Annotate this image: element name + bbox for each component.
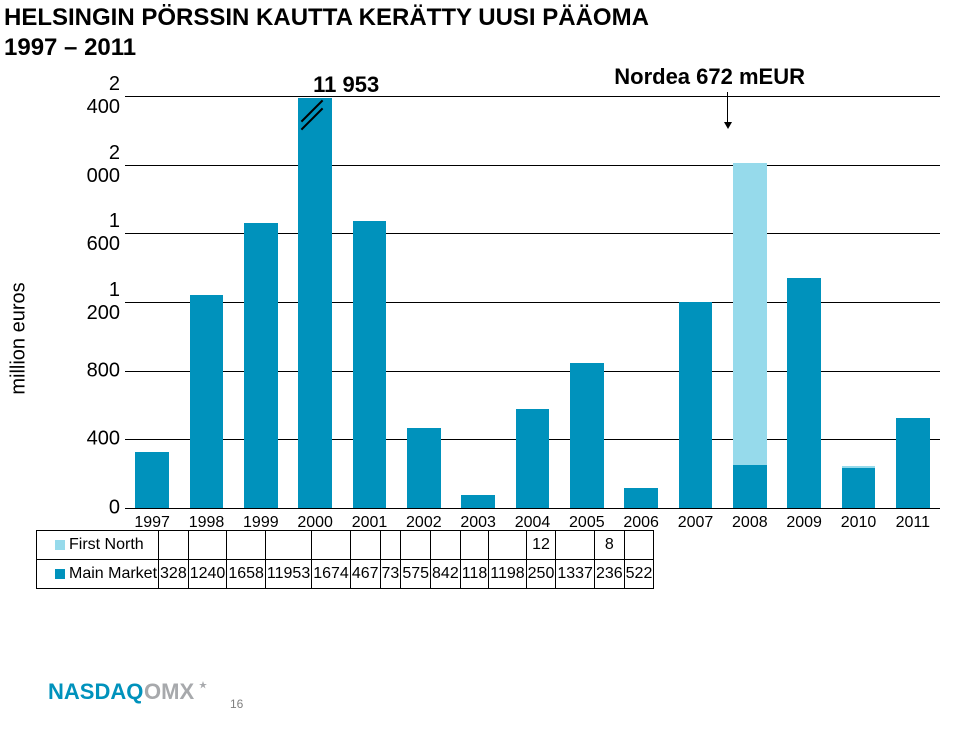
table-cell <box>188 531 227 560</box>
table-cell <box>624 531 654 560</box>
bar-main-market <box>135 452 169 508</box>
y-tick-label: 2 000 <box>70 142 120 188</box>
y-axis-label: million euros <box>8 278 31 398</box>
legend-swatch <box>55 540 65 550</box>
legend-label: First North <box>69 536 144 553</box>
y-tick-label: 2 400 <box>70 73 120 119</box>
table-row-header: First North <box>37 531 159 560</box>
bar-main-market <box>733 465 767 508</box>
table-cell: 1674 <box>312 560 351 589</box>
table-cell: 522 <box>624 560 654 589</box>
grid-line <box>125 508 940 509</box>
table-cell: 1198 <box>489 560 526 589</box>
table-cell <box>350 531 380 560</box>
table-cell <box>556 531 595 560</box>
x-tick-label: 2008 <box>732 514 768 532</box>
bar-main-market <box>516 409 550 508</box>
bar-chart: 04008001 2001 6002 0002 400 <box>70 96 940 508</box>
x-tick-label: 2007 <box>678 514 714 532</box>
y-tick-label: 0 <box>70 497 120 520</box>
bar-main-market <box>353 221 387 508</box>
table-cell: 73 <box>380 560 401 589</box>
bar-main-market <box>896 418 930 508</box>
y-tick-label: 400 <box>70 428 120 451</box>
table-cell: 1240 <box>188 560 227 589</box>
bar-main-market <box>570 363 604 508</box>
bar-first-north <box>842 466 876 468</box>
bar-main-market <box>298 98 332 508</box>
table-cell: 11953 <box>265 560 311 589</box>
table-cell <box>460 531 489 560</box>
bar-main-market <box>244 223 278 508</box>
table-cell <box>159 531 189 560</box>
page-title-line1: HELSINGIN PÖRSSIN KAUTTA KERÄTTY UUSI PÄ… <box>4 4 649 33</box>
table-cell: 842 <box>431 560 461 589</box>
table-row-main-market: Main Market32812401658119531674467735758… <box>37 560 654 589</box>
bar-first-north <box>733 163 767 465</box>
grid-line <box>125 165 940 166</box>
x-tick-label: 2010 <box>841 514 877 532</box>
table-cell: 8 <box>594 531 624 560</box>
table-cell: 118 <box>460 560 489 589</box>
table-row-first-north: First North 12 8 <box>37 531 654 560</box>
table-cell <box>489 531 526 560</box>
table-row-header: Main Market <box>37 560 159 589</box>
legend-label: Main Market <box>69 565 157 582</box>
bar-main-market <box>842 468 876 509</box>
legend-swatch <box>55 569 65 579</box>
table-cell <box>312 531 351 560</box>
svg-text:OMX: OMX <box>144 679 194 704</box>
y-tick-label: 800 <box>70 359 120 382</box>
grid-line <box>125 96 940 97</box>
bar-main-market <box>624 488 658 508</box>
table-cell: 250 <box>526 560 556 589</box>
data-table: First North128Main Market328124016581195… <box>36 530 654 589</box>
bar-main-market <box>787 278 821 508</box>
y-tick-label: 1 200 <box>70 279 120 325</box>
table-cell: 575 <box>401 560 431 589</box>
table-cell <box>265 531 311 560</box>
page-number: 16 <box>230 697 243 711</box>
table-cell: 1337 <box>556 560 595 589</box>
x-tick-label: 2011 <box>896 514 930 532</box>
axis-break-label: 11 953 <box>313 72 379 98</box>
table-cell: 1658 <box>227 560 266 589</box>
table-cell: 236 <box>594 560 624 589</box>
annotation-label: Nordea 672 mEUR <box>614 64 805 90</box>
bar-main-market <box>407 428 441 508</box>
bar-main-market <box>679 302 713 508</box>
nasdaq-omx-logo: NASDAQ OMX <box>48 677 218 707</box>
svg-text:NASDAQ: NASDAQ <box>48 679 143 704</box>
bar-main-market <box>190 295 224 508</box>
y-tick-label: 1 600 <box>70 210 120 256</box>
table-cell <box>401 531 431 560</box>
table-cell <box>380 531 401 560</box>
table-cell: 12 <box>526 531 556 560</box>
table-cell: 467 <box>350 560 380 589</box>
table-cell: 328 <box>159 560 189 589</box>
bar-main-market <box>461 495 495 508</box>
table-cell <box>431 531 461 560</box>
x-tick-label: 2009 <box>786 514 822 532</box>
table-cell <box>227 531 266 560</box>
page-title-line2: 1997 – 2011 <box>4 34 136 63</box>
